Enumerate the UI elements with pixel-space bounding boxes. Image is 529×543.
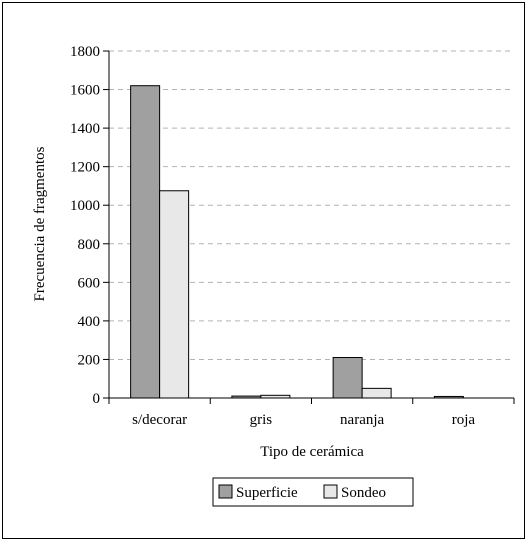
x-tick-label: roja (452, 412, 476, 428)
y-axis-label: Frecuencia de fragmentos (32, 146, 48, 301)
legend: Superficie Sondeo (212, 477, 414, 507)
y-tick-label: 1400 (70, 121, 100, 137)
legend-label-superficie: Superficie (236, 485, 298, 501)
y-tick-label: 1800 (70, 44, 100, 60)
x-tick-label: gris (250, 412, 273, 428)
y-tick-label: 800 (78, 237, 101, 253)
legend-label-sondeo: Sondeo (341, 485, 386, 501)
chart-frame (2, 2, 525, 539)
y-tick-label: 1600 (70, 83, 100, 99)
x-axis-label: Tipo de cerámica (260, 444, 364, 460)
axes: 0 200 400 600 800 1000 1200 1400 1600 1800 s/decor… (70, 44, 515, 428)
y-tick-label: 200 (78, 352, 101, 368)
bar-sondeo-sdecorar (159, 190, 190, 399)
bar-sondeo-naranja (361, 387, 392, 399)
x-tick-label: naranja (340, 412, 384, 428)
legend-swatch-superficie (218, 484, 233, 499)
legend-swatch-sondeo (323, 484, 338, 499)
bar-superficie-sdecorar (130, 85, 161, 399)
bar-superficie-naranja (332, 357, 363, 399)
bars (130, 85, 464, 399)
y-tick-label: 0 (93, 391, 101, 407)
y-tick-label: 600 (78, 275, 101, 291)
y-tick-label: 400 (78, 314, 101, 330)
legend-box (212, 477, 414, 507)
y-tick-label: 1000 (70, 198, 100, 214)
y-tick-label: 1200 (70, 160, 100, 176)
x-tick-label: s/decorar (132, 412, 187, 428)
